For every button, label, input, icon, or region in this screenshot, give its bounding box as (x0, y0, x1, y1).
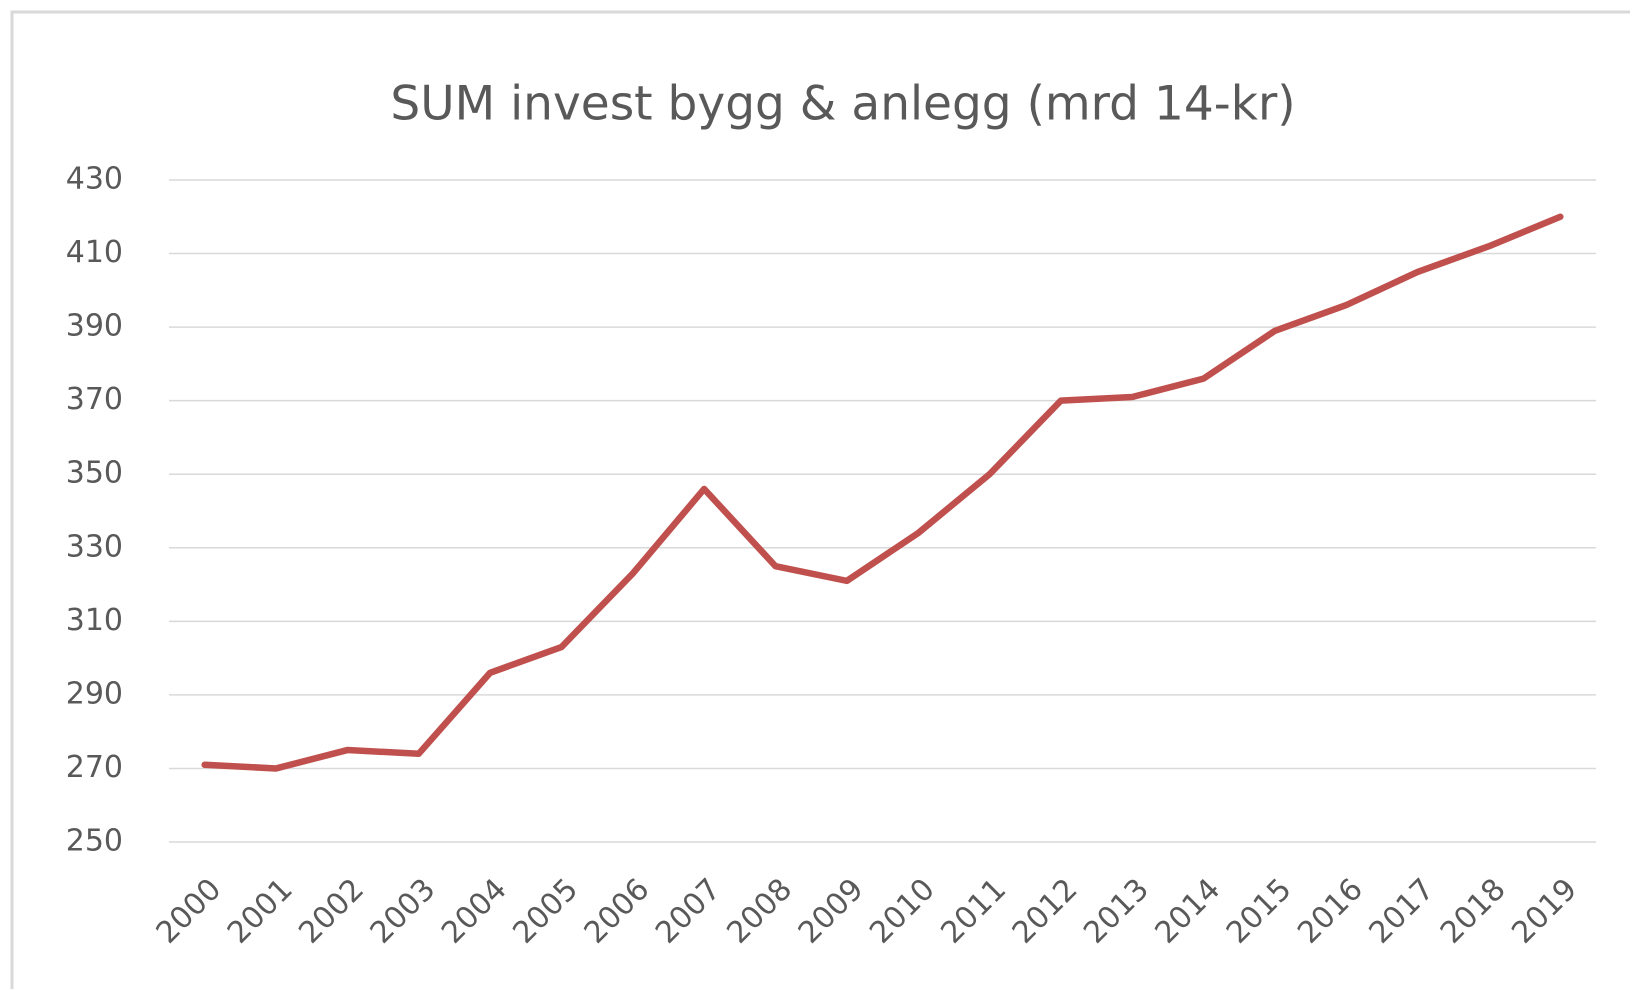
x-tick-label: 2010 (863, 872, 942, 951)
x-tick-label: 2008 (720, 872, 799, 951)
x-tick-label: 2018 (1434, 872, 1513, 951)
y-tick-label: 270 (66, 750, 123, 785)
y-tick-label: 250 (66, 824, 123, 859)
x-tick-label: 2003 (364, 872, 443, 951)
x-tick-label: 2011 (934, 872, 1013, 951)
x-tick-label: 2009 (792, 872, 871, 951)
y-tick-label: 410 (66, 235, 123, 270)
y-tick-label: 370 (66, 382, 123, 417)
x-tick-label: 2005 (506, 872, 585, 951)
chart-title: SUM invest bygg & anlegg (mrd 14-kr) (390, 77, 1295, 132)
x-tick-label: 2019 (1505, 872, 1584, 951)
y-tick-label: 430 (66, 162, 123, 197)
x-tick-label: 2002 (292, 872, 371, 951)
y-tick-label: 290 (66, 676, 123, 711)
x-tick-label: 2014 (1148, 872, 1227, 951)
x-tick-label: 2012 (1006, 872, 1085, 951)
y-tick-label: 330 (66, 529, 123, 564)
x-tick-label: 2007 (649, 872, 728, 951)
x-tick-label: 2017 (1363, 872, 1442, 951)
x-tick-label: 2000 (150, 872, 229, 951)
x-tick-label: 2016 (1291, 872, 1370, 951)
x-tick-label: 2015 (1220, 872, 1299, 951)
y-tick-label: 390 (66, 309, 123, 344)
chart-border (10, 10, 1630, 989)
x-tick-label: 2013 (1077, 872, 1156, 951)
x-tick-label: 2001 (221, 872, 300, 951)
line-series (201, 213, 1564, 772)
x-tick-label: 2004 (435, 872, 514, 951)
y-tick-label: 310 (66, 603, 123, 638)
y-tick-label: 350 (66, 456, 123, 491)
x-tick-label: 2006 (578, 872, 657, 951)
